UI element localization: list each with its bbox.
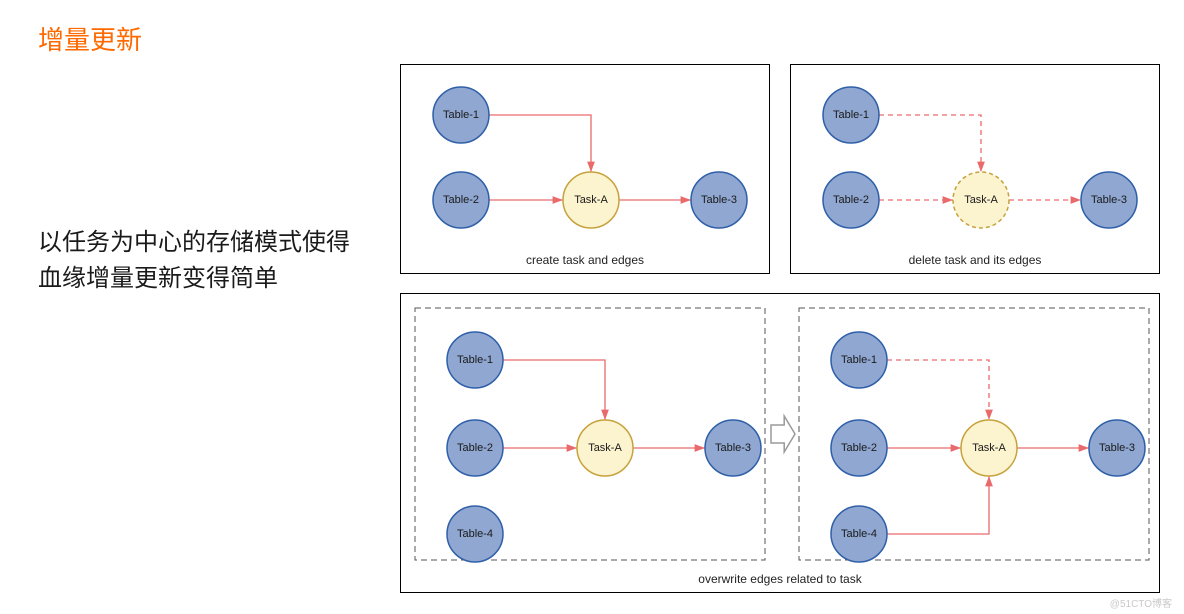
svg-text:Task-A: Task-A bbox=[588, 442, 622, 454]
svg-text:Table-1: Table-1 bbox=[457, 354, 493, 366]
panel-overwrite: Table-1 Table-2 Table-4 Task-A Table-3 Table-… bbox=[400, 293, 1160, 593]
diagram-create: Table-1 Table-2 Task-A Table-3 bbox=[401, 65, 771, 275]
svg-text:Task-A: Task-A bbox=[574, 194, 608, 206]
svg-text:Table-3: Table-3 bbox=[701, 194, 737, 206]
svg-text:Table-1: Table-1 bbox=[443, 109, 479, 121]
svg-text:Table-3: Table-3 bbox=[715, 442, 751, 454]
page-title: 增量更新 bbox=[38, 20, 142, 57]
caption-delete: delete task and its edges bbox=[791, 253, 1159, 267]
svg-text:Table-3: Table-3 bbox=[1099, 442, 1135, 454]
svg-text:Table-1: Table-1 bbox=[841, 354, 877, 366]
svg-text:Table-2: Table-2 bbox=[443, 194, 479, 206]
svg-text:Task-A: Task-A bbox=[972, 442, 1006, 454]
diagram-overwrite: Table-1 Table-2 Table-4 Task-A Table-3 Table-… bbox=[401, 294, 1161, 594]
page-subtitle: 以任务为中心的存储模式使得血缘增量更新变得简单 bbox=[38, 225, 368, 297]
svg-text:Table-2: Table-2 bbox=[457, 442, 493, 454]
svg-text:Table-4: Table-4 bbox=[841, 528, 877, 540]
diagram-delete: Table-1 Table-2 Task-A Table-3 bbox=[791, 65, 1161, 275]
svg-text:Table-2: Table-2 bbox=[833, 194, 869, 206]
svg-text:Table-3: Table-3 bbox=[1091, 194, 1127, 206]
panel-create: Table-1 Table-2 Task-A Table-3 create task … bbox=[400, 64, 770, 274]
svg-text:Table-2: Table-2 bbox=[841, 442, 877, 454]
caption-create: create task and edges bbox=[401, 253, 769, 267]
caption-overwrite: overwrite edges related to task bbox=[401, 572, 1159, 586]
svg-text:Table-4: Table-4 bbox=[457, 528, 493, 540]
svg-text:Task-A: Task-A bbox=[964, 194, 998, 206]
svg-text:Table-1: Table-1 bbox=[833, 109, 869, 121]
panel-delete: Table-1 Table-2 Task-A Table-3 delete task … bbox=[790, 64, 1160, 274]
watermark: @51CTO博客 bbox=[1110, 595, 1172, 610]
